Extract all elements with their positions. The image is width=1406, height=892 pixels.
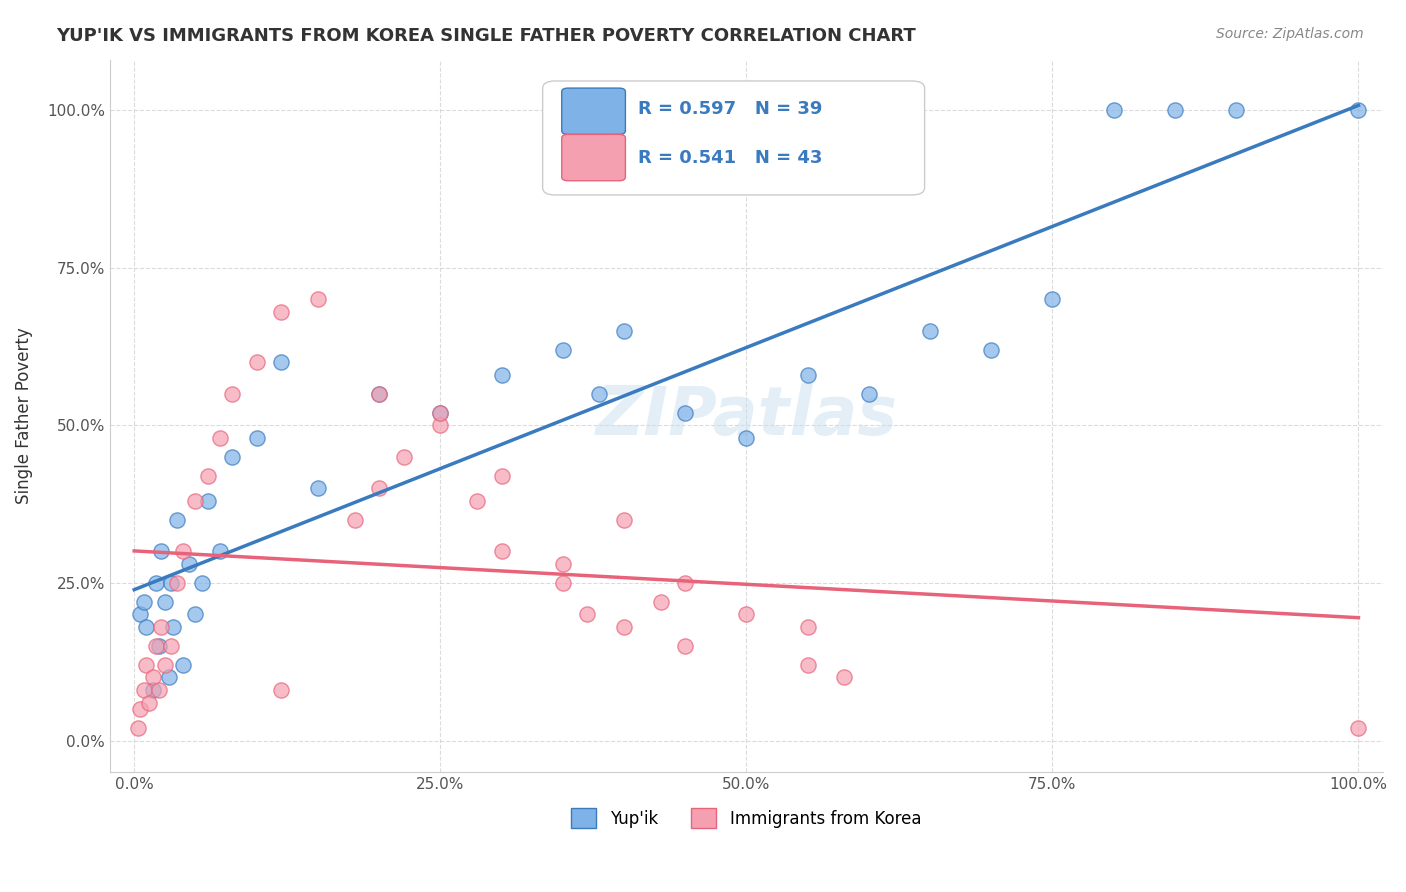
Point — [153, 595, 176, 609]
Point — [179, 557, 201, 571]
Point — [980, 343, 1002, 357]
Point — [208, 431, 231, 445]
Point — [138, 696, 160, 710]
Point — [429, 406, 451, 420]
Point — [148, 683, 170, 698]
Point — [465, 494, 488, 508]
Point — [132, 595, 155, 609]
Point — [166, 575, 188, 590]
Point — [129, 702, 152, 716]
Point — [368, 386, 391, 401]
Point — [184, 607, 207, 622]
Point — [613, 620, 636, 634]
Point — [1164, 103, 1187, 117]
Text: R = 0.597   N = 39: R = 0.597 N = 39 — [638, 101, 823, 119]
Point — [650, 595, 672, 609]
Point — [160, 639, 183, 653]
Point — [1102, 103, 1125, 117]
Point — [576, 607, 599, 622]
Point — [796, 368, 818, 382]
Point — [270, 305, 292, 319]
Text: ZIPatlas: ZIPatlas — [595, 383, 897, 449]
Point — [153, 657, 176, 672]
Point — [208, 544, 231, 558]
Point — [673, 575, 696, 590]
FancyBboxPatch shape — [543, 81, 925, 195]
Point — [613, 324, 636, 338]
Point — [197, 494, 219, 508]
Point — [197, 468, 219, 483]
FancyBboxPatch shape — [562, 135, 626, 181]
Point — [132, 683, 155, 698]
Point — [145, 639, 167, 653]
Point — [221, 450, 243, 464]
FancyBboxPatch shape — [562, 88, 626, 135]
Point — [551, 343, 574, 357]
Point — [491, 468, 513, 483]
Text: R = 0.541   N = 43: R = 0.541 N = 43 — [638, 149, 823, 167]
Point — [270, 683, 292, 698]
Point — [551, 557, 574, 571]
Point — [613, 513, 636, 527]
Point — [429, 418, 451, 433]
Point — [491, 544, 513, 558]
Point — [135, 620, 157, 634]
Point — [142, 671, 165, 685]
Point — [135, 657, 157, 672]
Point — [673, 406, 696, 420]
Point — [368, 386, 391, 401]
Point — [1347, 721, 1369, 735]
Point — [150, 544, 173, 558]
Legend: Yup'ik, Immigrants from Korea: Yup'ik, Immigrants from Korea — [565, 801, 928, 835]
Point — [166, 513, 188, 527]
Point — [160, 575, 183, 590]
Point — [307, 481, 329, 495]
Point — [307, 292, 329, 306]
Point — [1225, 103, 1247, 117]
Point — [1347, 103, 1369, 117]
Point — [368, 481, 391, 495]
Point — [551, 575, 574, 590]
Point — [246, 355, 269, 369]
Point — [148, 639, 170, 653]
Point — [172, 657, 194, 672]
Point — [735, 431, 758, 445]
Point — [673, 639, 696, 653]
Point — [129, 607, 152, 622]
Point — [162, 620, 184, 634]
Point — [796, 620, 818, 634]
Y-axis label: Single Father Poverty: Single Father Poverty — [15, 327, 32, 504]
Point — [270, 355, 292, 369]
Point — [127, 721, 149, 735]
Point — [184, 494, 207, 508]
Point — [392, 450, 415, 464]
Point — [142, 683, 165, 698]
Point — [172, 544, 194, 558]
Point — [150, 620, 173, 634]
Point — [343, 513, 366, 527]
Point — [588, 386, 610, 401]
Text: YUP'IK VS IMMIGRANTS FROM KOREA SINGLE FATHER POVERTY CORRELATION CHART: YUP'IK VS IMMIGRANTS FROM KOREA SINGLE F… — [56, 27, 915, 45]
Point — [145, 575, 167, 590]
Point — [858, 386, 880, 401]
Text: Source: ZipAtlas.com: Source: ZipAtlas.com — [1216, 27, 1364, 41]
Point — [796, 657, 818, 672]
Point — [246, 431, 269, 445]
Point — [491, 368, 513, 382]
Point — [221, 386, 243, 401]
Point — [735, 607, 758, 622]
Point — [1042, 292, 1064, 306]
Point — [429, 406, 451, 420]
Point — [918, 324, 941, 338]
Point — [190, 575, 212, 590]
Point — [832, 671, 855, 685]
Point — [157, 671, 180, 685]
